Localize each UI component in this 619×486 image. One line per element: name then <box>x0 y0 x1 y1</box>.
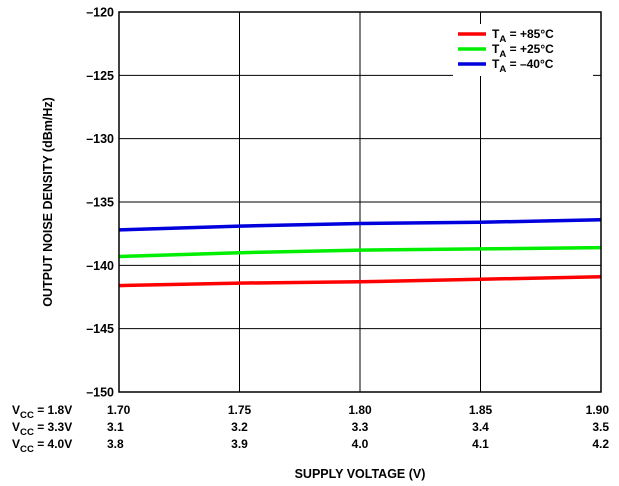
x-tick-label: 3.8 <box>107 437 124 451</box>
series-line <box>118 245 602 259</box>
y-axis-label: OUTPUT NOISE DENSITY (dBm/Hz) <box>41 97 55 307</box>
y-tick-label: –130 <box>86 132 114 146</box>
x-tick-label: 4.1 <box>472 437 489 451</box>
y-tick-label: –135 <box>86 196 114 210</box>
grid-lines <box>118 11 602 393</box>
x-axis-label: SUPPLY VOLTAGE (V) <box>295 467 426 481</box>
x-tick-label: 3.1 <box>107 420 124 434</box>
x-row-label: VCC = 3.3V <box>12 420 72 438</box>
x-tick-label: 3.9 <box>231 437 248 451</box>
y-tick-labels: –120 –125 –130 –135 –140 –145 –150 <box>86 6 114 400</box>
x-tick-label: 1.85 <box>469 403 493 417</box>
x-tick-label: 3.5 <box>592 420 609 434</box>
x-row-label: VCC = 4.0V <box>12 437 72 455</box>
legend: TA = +85°CTA = +25°CTA = –40°C <box>458 27 554 75</box>
x-tick-label: 4.0 <box>352 437 369 451</box>
y-tick-label: –120 <box>86 6 114 20</box>
series-line <box>118 217 602 232</box>
series-lines <box>118 217 602 288</box>
x-tick-label: 1.80 <box>348 403 372 417</box>
legend-label: TA = –40°C <box>492 57 554 75</box>
y-tick-label: –145 <box>86 322 114 336</box>
x-tick-label: 1.70 <box>107 403 131 417</box>
x-tick-label: 1.90 <box>586 403 610 417</box>
x-tick-label: 4.2 <box>592 437 609 451</box>
x-tick-label: 3.4 <box>472 420 489 434</box>
x-axis-rows: VCC = 1.8V 1.70 1.75 1.80 1.85 1.90 VCC = 3.3V… <box>12 403 609 455</box>
legend-label: TA = +85°C <box>492 27 554 45</box>
legend-label: TA = +25°C <box>492 42 554 60</box>
y-tick-label: –125 <box>86 69 114 83</box>
y-tick-label: –140 <box>86 259 114 273</box>
series-line <box>118 274 602 288</box>
y-tick-label: –150 <box>86 386 114 400</box>
x-row-label: VCC = 1.8V <box>12 403 72 421</box>
x-tick-label: 3.3 <box>352 420 369 434</box>
x-tick-label: 1.75 <box>228 403 252 417</box>
x-tick-label: 3.2 <box>231 420 248 434</box>
plot-frame <box>118 11 602 393</box>
